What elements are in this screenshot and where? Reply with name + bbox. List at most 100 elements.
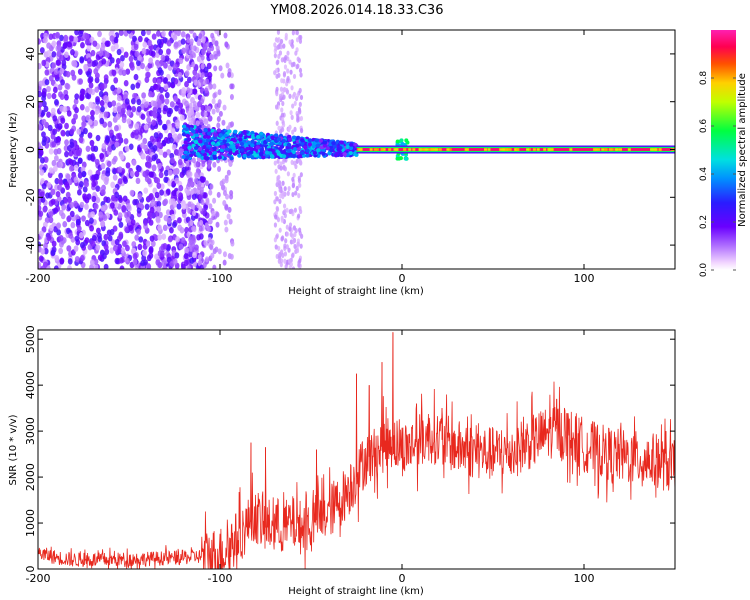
spectrogram-cell (205, 199, 210, 206)
spectrogram-cell (189, 53, 194, 60)
spectrogram-cell (79, 94, 84, 102)
spectrogram-cell (143, 219, 148, 226)
spectrogram-cell (116, 94, 122, 102)
spectrogram-cell (74, 30, 80, 36)
spectrogram-cell (87, 87, 93, 95)
signal-line-speck (418, 148, 422, 151)
spectrogram-cell (199, 186, 204, 193)
signal-line-speck (465, 148, 469, 151)
spectrogram-cell (162, 37, 168, 44)
signal-line-speck (569, 148, 573, 151)
spectrogram-cell (201, 37, 206, 44)
spectrogram-cell (200, 198, 205, 205)
spectrogram-cell (156, 30, 161, 37)
spectrogram-cell (69, 35, 74, 42)
spectrogram-cell (290, 62, 294, 68)
spectrogram-cell (51, 40, 57, 47)
spectrogram-cell (193, 139, 199, 144)
spectrogram-cell (51, 159, 57, 167)
spectrogram-cell (150, 199, 156, 206)
spectrogram-cell (95, 244, 101, 251)
spectrogram-cell (84, 237, 90, 244)
spectrogram-cell (274, 104, 279, 110)
spectrogram-cell (154, 211, 160, 218)
spectrogram-cell (180, 38, 186, 45)
spectrogram-cell (148, 245, 154, 253)
spectrogram-cell (74, 255, 80, 263)
spectrogram-cell (145, 71, 151, 78)
spectrogram-cell (41, 100, 47, 108)
spectrogram-cell (177, 133, 183, 140)
spectrogram-cell (181, 166, 187, 174)
spectrogram-cell (181, 207, 187, 215)
spectrogram-cell (64, 150, 69, 158)
spectrogram-cell (192, 69, 198, 76)
spectrogram-cell (291, 239, 295, 245)
spectrogram-cell (166, 110, 172, 118)
spectrogram-cell (181, 155, 186, 160)
spectrogram-cell (144, 175, 150, 183)
spectrogram-cell (152, 77, 158, 84)
spectrogram-cell (154, 191, 160, 199)
spectrogram-cell (134, 234, 140, 241)
spectrogram-cell (281, 235, 285, 241)
spectrogram-cell (63, 42, 68, 49)
spectrogram-cell (184, 246, 190, 254)
spectrogram-cell (132, 199, 138, 206)
spectrogram-cell (279, 161, 283, 167)
spectrogram-cell (65, 191, 71, 199)
spectrogram-cell (135, 177, 141, 185)
spectrogram-cell (67, 265, 72, 269)
spectrogram-cell (38, 210, 44, 217)
spectrogram-cell (275, 60, 279, 66)
spectrogram-cell (196, 202, 201, 209)
spectrogram-cell (117, 166, 123, 173)
spectrogram-cell (294, 228, 298, 234)
spectrogram-cell (128, 224, 134, 232)
spectrogram-cell (396, 156, 401, 161)
spectrogram-cell (99, 117, 105, 125)
spectrogram-cell (86, 71, 92, 78)
spectrogram-cell (144, 203, 150, 210)
spectrogram-cell (185, 44, 190, 51)
spectrogram-cell (68, 158, 74, 166)
spectrogram-y-ticks: -40 -20 0 20 40 (24, 47, 675, 254)
spectrogram-cell (273, 190, 278, 197)
spectrogram-cell (212, 146, 217, 151)
spectrogram-cell (149, 206, 155, 214)
spectrogram-cell (150, 50, 156, 57)
signal-line-speck (608, 148, 612, 151)
spectrogram-cell (178, 192, 184, 199)
spectrogram-cell (283, 86, 287, 93)
spectrogram-cell (134, 50, 140, 58)
spectrogram-cell (134, 129, 139, 136)
spectrogram-cell (119, 30, 124, 36)
spectrogram-cell (185, 155, 190, 160)
spectrogram-cell (218, 133, 223, 138)
spectrogram-cell (79, 201, 85, 209)
spectrogram-cell (166, 217, 172, 225)
spectrogram-cell (278, 187, 282, 193)
spectrogram-cell (113, 201, 119, 208)
spectrogram-cell (81, 161, 87, 168)
spectrogram-cell (163, 169, 169, 177)
spectrogram-cell (41, 265, 47, 269)
spectrogram-cell (156, 78, 162, 85)
spectrogram-cell (158, 171, 164, 179)
spectrogram-cell (162, 242, 168, 250)
spectrogram-cell (185, 133, 191, 138)
spectrogram-cell (156, 113, 162, 121)
spectrogram-cell (289, 153, 295, 158)
spectrogram-cell (112, 174, 118, 181)
spectrogram-cell (81, 215, 86, 222)
spectrogram-cell (158, 148, 164, 156)
spectrogram-cell (197, 146, 203, 151)
spectrogram-cell (132, 35, 137, 42)
spectrogram-cell (54, 254, 60, 262)
spectrogram-cell (193, 145, 199, 150)
spectrogram-cell (212, 155, 218, 160)
spectrogram-cell (70, 221, 76, 229)
spectrogram-cell (40, 109, 46, 117)
spectrogram-cell (98, 50, 104, 57)
spectrogram-cell (117, 132, 122, 140)
